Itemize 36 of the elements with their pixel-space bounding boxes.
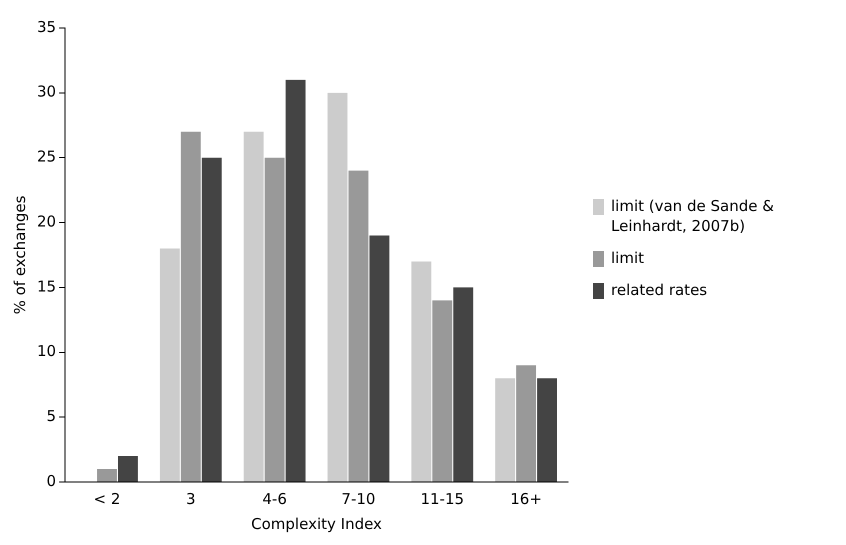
x-tick-label: < 2 [94,490,120,508]
bar [286,80,306,482]
bar [202,158,222,482]
x-tick-label: 4-6 [262,490,287,508]
y-tick-label: 20 [36,212,56,230]
bar [432,300,452,482]
bar [495,378,516,482]
legend-label: related rates [611,280,708,299]
bar [348,170,368,482]
bar [244,132,264,482]
y-tick-label: 30 [36,82,56,101]
bar [411,261,432,482]
bar [537,378,557,482]
bar [180,132,201,482]
y-tick-label: 5 [46,407,56,426]
x-axis-title: Complexity Index [251,514,382,533]
bar [160,248,180,482]
bar [516,365,536,482]
y-axis-title: % of exchanges [10,195,29,314]
bar [97,469,117,482]
x-tick-label: 11-15 [420,490,464,508]
y-tick-label: 25 [36,148,56,166]
x-tick-label: 16+ [510,490,542,508]
x-tick-label: 7-10 [341,490,376,508]
x-tick-label: 3 [186,490,196,508]
y-tick-label: 35 [36,18,56,36]
legend-label: limit (van de Sande & Leinhardt, 2007b) [611,196,774,235]
legend-label: limit [611,248,644,267]
bar [453,287,474,482]
y-tick-label: 0 [46,472,56,490]
bar [118,456,138,482]
bar [264,158,285,482]
y-tick-label: 10 [36,342,56,360]
bar [328,92,348,482]
y-tick-label: 15 [36,277,56,296]
bar [369,236,390,482]
